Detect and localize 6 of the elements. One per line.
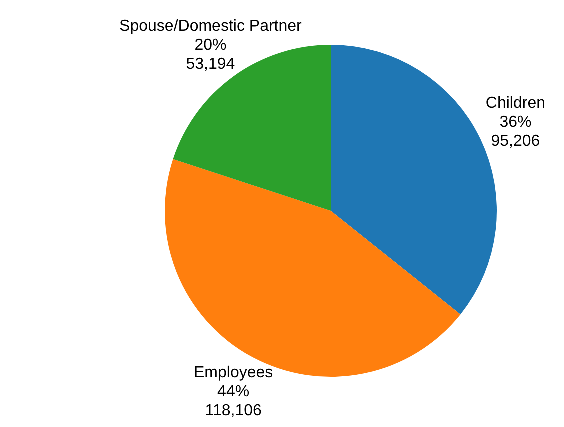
slice-label: Spouse/Domestic Partner xyxy=(120,18,303,35)
data-label: 20% 53,194 xyxy=(186,37,236,73)
data-label: 44% 118,106 xyxy=(205,383,262,420)
slice-label: Employees xyxy=(194,364,274,382)
slice-label: Children xyxy=(486,95,546,112)
data-label: 36% 95,206 xyxy=(491,114,540,150)
